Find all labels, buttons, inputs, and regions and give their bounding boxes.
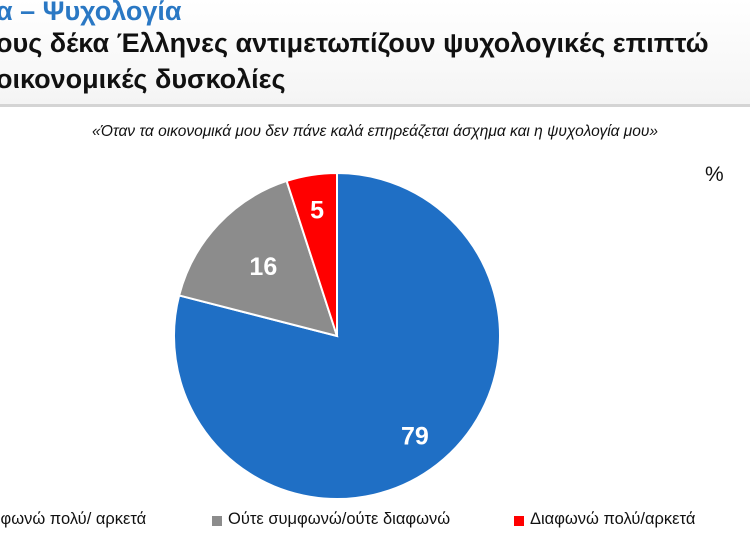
header-divider	[0, 104, 750, 107]
legend-label-disagree: Διαφωνώ πολύ/αρκετά	[530, 510, 696, 528]
pie-slice-agree	[173, 171, 501, 500]
header-band	[0, 0, 750, 105]
legend-label-neutral: Ούτε συμφωνώ/ούτε διαφωνώ	[228, 510, 451, 528]
legend-label-agree: μφωνώ πολύ/ αρκετά	[0, 510, 147, 528]
data-label-agree: 79	[401, 422, 429, 450]
page-title-line-2: οικονομικές δυσκολίες	[0, 64, 286, 94]
legend-swatch-disagree	[514, 516, 524, 526]
pie-slice-neutral	[177, 179, 339, 338]
chart-question: «Όταν τα οικονομικά μου δεν πάνε καλά επ…	[91, 123, 659, 140]
legend-swatch-neutral	[212, 516, 222, 526]
unit-label: %	[705, 163, 724, 186]
data-label-disagree: 5	[310, 196, 324, 224]
pie-slice-disagree	[285, 171, 338, 337]
data-label-neutral: 16	[249, 253, 277, 281]
section-label: α – Ψυχολογία	[0, 0, 182, 26]
chart-legend: μφωνώ πολύ/ αρκετά Ούτε συμφωνώ/ούτε δια…	[0, 510, 750, 536]
page-title-line-1: ους δέκα Έλληνες αντιμετωπίζουν ψυχολογι…	[0, 28, 709, 58]
